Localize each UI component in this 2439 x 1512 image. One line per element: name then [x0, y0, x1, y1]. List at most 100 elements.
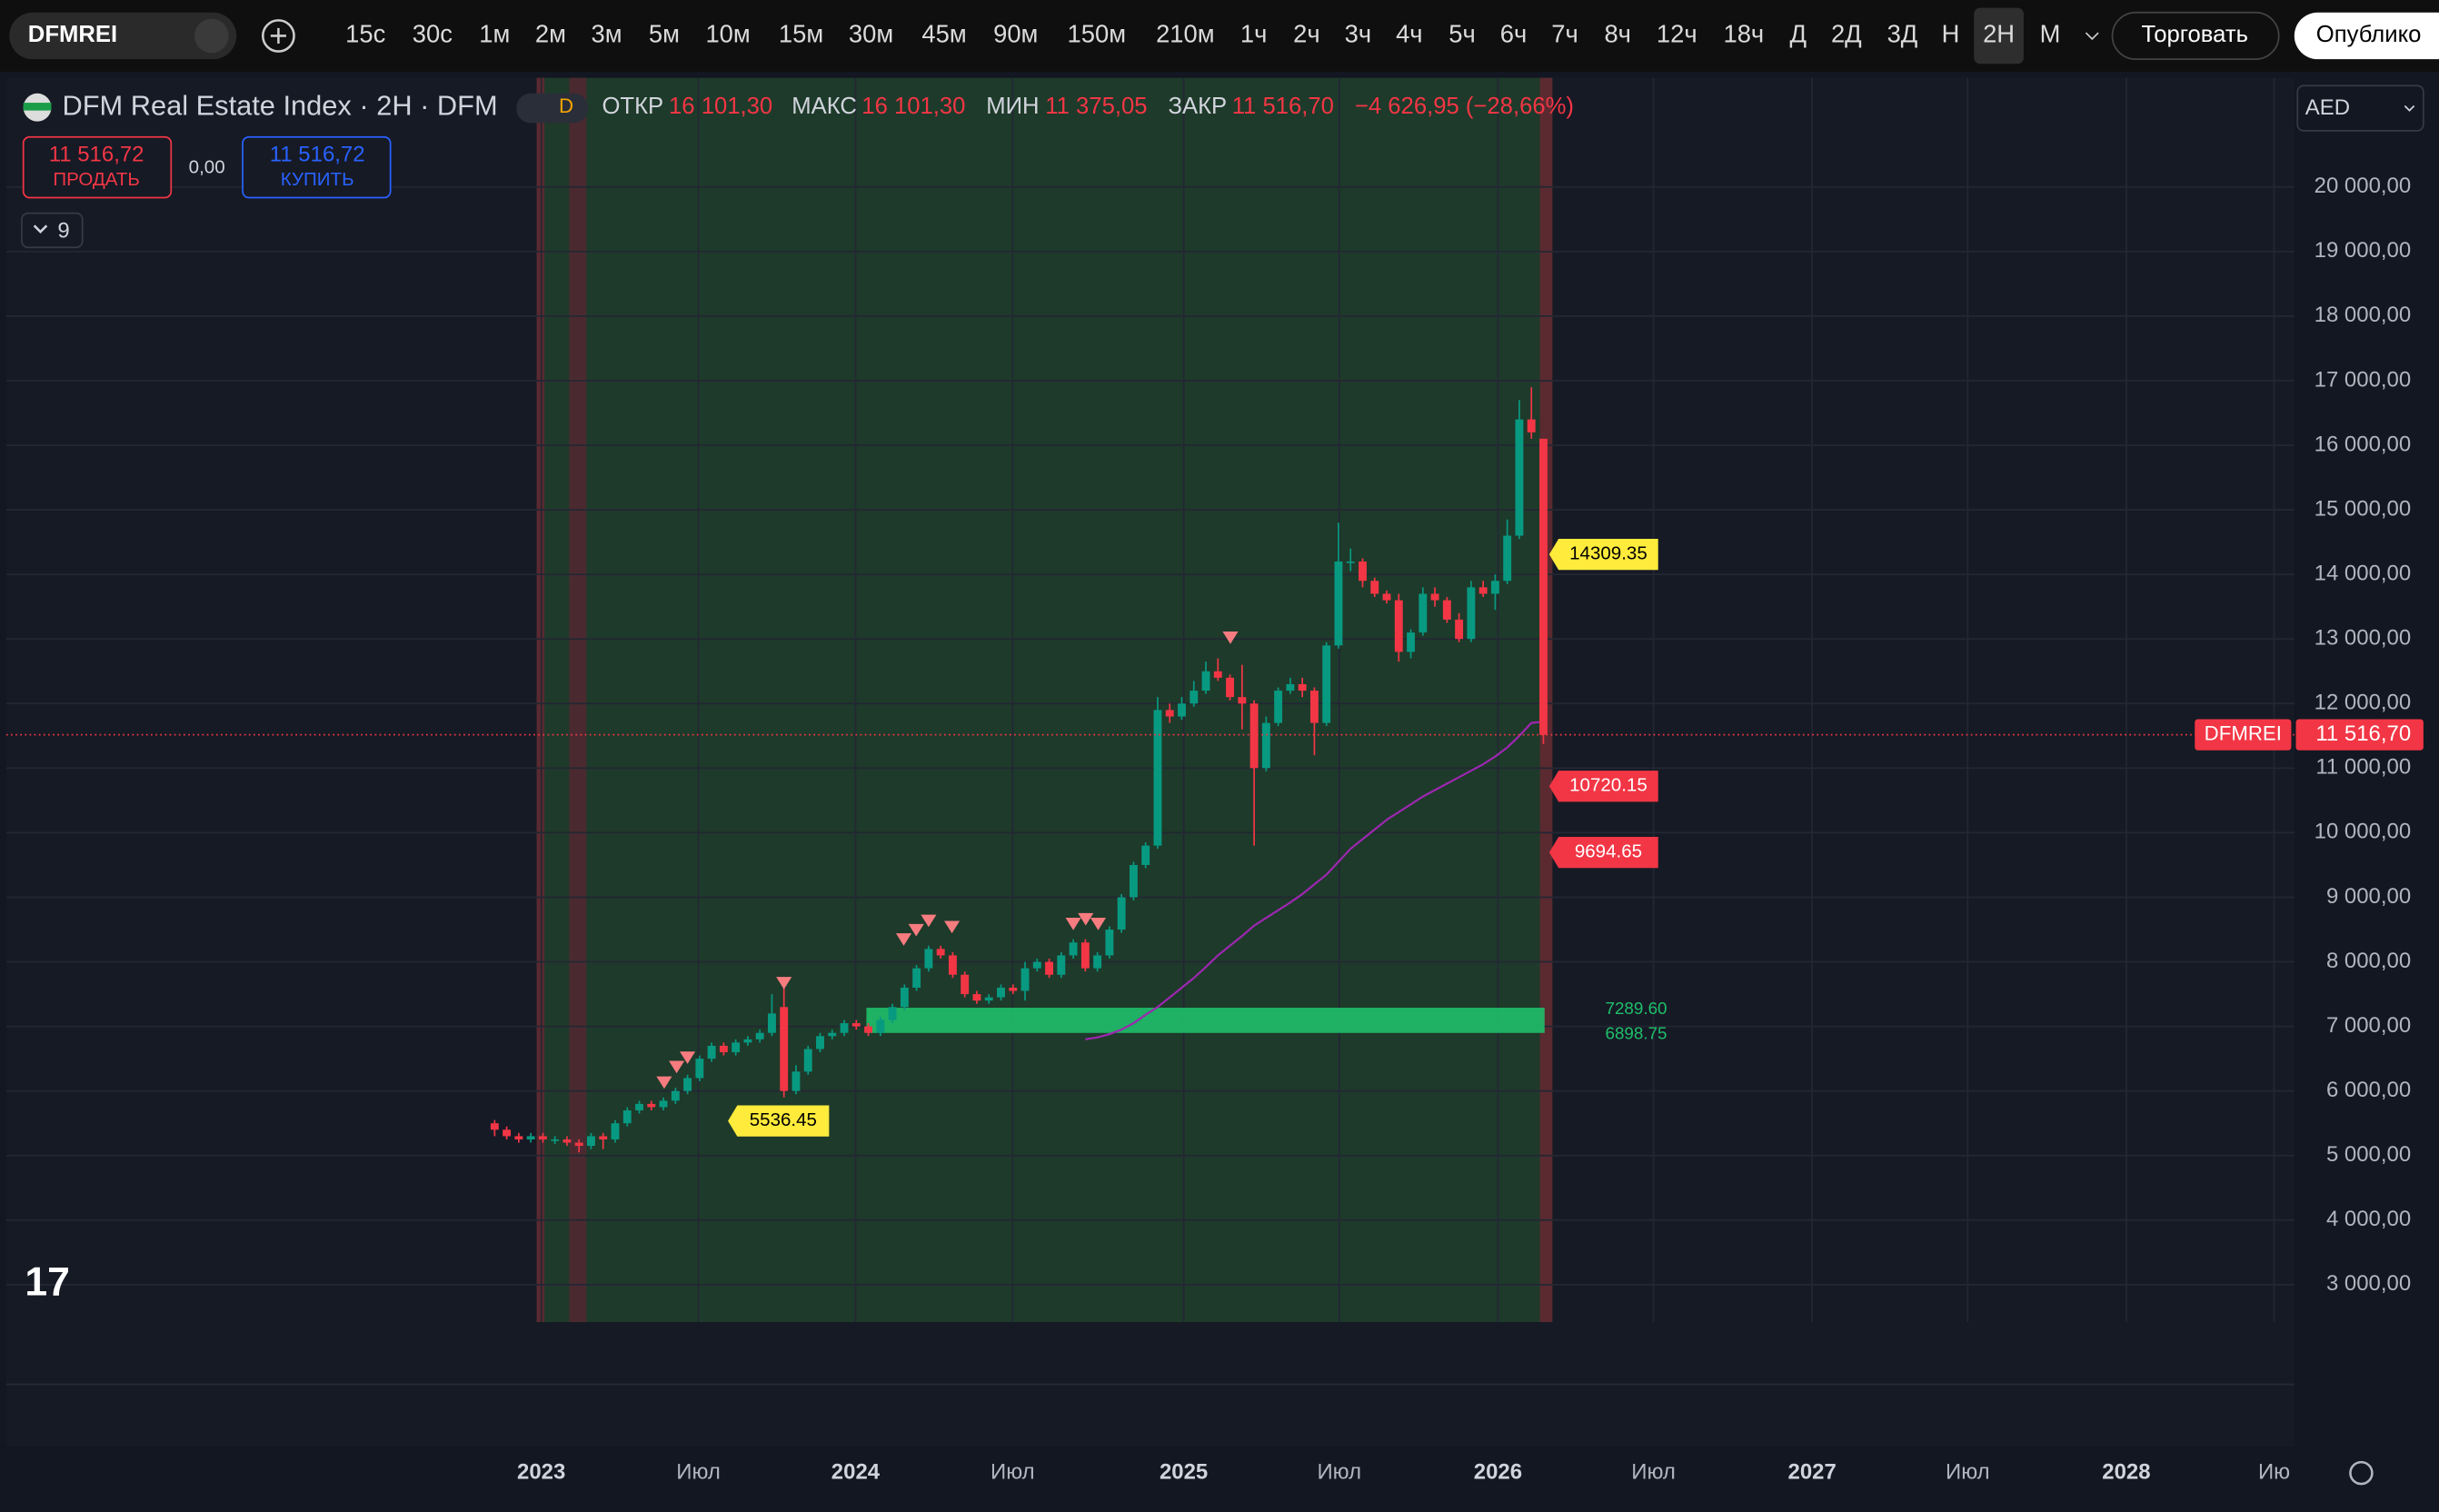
- settings-icon[interactable]: [2349, 1460, 2374, 1486]
- price-label: 5536.45: [750, 1109, 817, 1130]
- price-label-box: [1548, 539, 1658, 571]
- price-axis: [2295, 77, 2439, 1447]
- candle-body: [1093, 955, 1102, 969]
- interval-button[interactable]: 45м: [921, 20, 966, 48]
- x-tick-label: 2024: [831, 1459, 881, 1484]
- interval-button[interactable]: 12ч: [1657, 20, 1697, 48]
- buy-button[interactable]: [242, 135, 392, 199]
- interval-button[interactable]: 1м: [479, 20, 510, 48]
- candle-body: [1346, 561, 1355, 563]
- interval-button[interactable]: 15с: [345, 20, 385, 48]
- publish-button[interactable]: [2294, 12, 2439, 60]
- x-tick-label: 2028: [2102, 1459, 2150, 1484]
- candle-body: [1286, 683, 1295, 691]
- indicators-count: 9: [57, 218, 69, 243]
- change: −4 626,95 (−28,66%): [1355, 94, 1574, 119]
- candle-body: [659, 1100, 668, 1108]
- badge-label: D: [559, 94, 573, 117]
- interval-button[interactable]: 2Н: [1983, 20, 2015, 48]
- trade-button[interactable]: [2111, 11, 2280, 60]
- interval-button[interactable]: Н: [1942, 20, 1960, 48]
- candle-body: [1490, 581, 1499, 594]
- currency-select[interactable]: [2296, 85, 2424, 132]
- candle-body: [1165, 710, 1174, 717]
- symbol-search[interactable]: [9, 12, 237, 60]
- candle-body: [1141, 845, 1150, 865]
- interval-button[interactable]: 15м: [779, 20, 823, 48]
- interval-button[interactable]: 7ч: [1551, 20, 1578, 48]
- interval-button[interactable]: 150м: [1068, 20, 1127, 48]
- candle-body: [876, 1020, 885, 1033]
- candle-body: [972, 994, 981, 1001]
- x-tick-label: Июл: [1317, 1459, 1361, 1484]
- interval-button[interactable]: 10м: [705, 20, 750, 48]
- candle-body: [1129, 864, 1138, 898]
- candle-body: [622, 1109, 632, 1124]
- interval-button[interactable]: 90м: [993, 20, 1038, 48]
- interval-button[interactable]: 5ч: [1448, 20, 1476, 48]
- legend-field-value: 16 101,30: [861, 94, 965, 119]
- icon: [2085, 32, 2099, 41]
- session-shade: [536, 77, 545, 1323]
- interval-button[interactable]: 2Д: [1831, 20, 1862, 48]
- interval-button[interactable]: М: [2040, 20, 2061, 48]
- interval-button[interactable]: 210м: [1156, 20, 1215, 48]
- spread: 0,00: [189, 156, 225, 177]
- add-symbol[interactable]: [261, 19, 295, 53]
- candle-body: [1478, 587, 1488, 594]
- interval-button[interactable]: 3м: [592, 20, 622, 48]
- sell-label: ПРОДАТЬ: [53, 169, 140, 190]
- interval-button[interactable]: 3Д: [1887, 20, 1918, 48]
- interval-button[interactable]: 4ч: [1396, 20, 1423, 48]
- y-tick-label: 14 000,00: [2315, 561, 2412, 585]
- zone: [866, 1008, 1545, 1033]
- legend-title: DFM Real Estate Index · 2H · DFM: [62, 89, 497, 121]
- trade-label: Торговать: [2142, 22, 2248, 47]
- y-tick-label: 17 000,00: [2315, 367, 2412, 392]
- candle-body: [1527, 419, 1536, 433]
- candle-body: [997, 987, 1005, 998]
- y-tick-label: 5 000,00: [2326, 1142, 2411, 1167]
- x-tick-label: Июл: [676, 1459, 721, 1484]
- candle-body: [1057, 955, 1066, 975]
- interval-button[interactable]: Д: [1789, 20, 1807, 48]
- candle-body: [1359, 561, 1367, 582]
- marker: [776, 977, 792, 990]
- interval-button[interactable]: 2ч: [1293, 20, 1320, 48]
- sell-button[interactable]: [22, 135, 173, 199]
- y-tick-label: 7 000,00: [2326, 1013, 2411, 1038]
- x-tick-label: 2026: [1474, 1459, 1522, 1484]
- candle-body: [900, 987, 909, 1008]
- y-tick-label: 9 000,00: [2326, 884, 2411, 909]
- badge: [516, 93, 589, 124]
- last-price-tag: [2295, 719, 2424, 751]
- session-shade: [536, 77, 1553, 1323]
- candle-body: [1274, 691, 1283, 723]
- y-tick-label: 8 000,00: [2326, 949, 2411, 973]
- interval-button[interactable]: 30с: [413, 20, 453, 48]
- buy-price: 11 516,72: [270, 143, 365, 167]
- interval-button[interactable]: 5м: [649, 20, 680, 48]
- candle-body: [1322, 645, 1331, 723]
- candle-body: [611, 1123, 620, 1139]
- interval-button[interactable]: 30м: [849, 20, 893, 48]
- interval-button[interactable]: 18ч: [1723, 20, 1764, 48]
- y-tick-label: 11 000,00: [2315, 755, 2411, 780]
- symbol-tag: [2195, 719, 2292, 751]
- interval-button[interactable]: 2м: [535, 20, 566, 48]
- candle-body: [719, 1045, 728, 1053]
- interval-button[interactable]: 3ч: [1345, 20, 1372, 48]
- candle-body: [1178, 703, 1186, 717]
- symbol-tag-label: DFMREI: [2205, 722, 2282, 745]
- interval-button[interactable]: 8ч: [1604, 20, 1631, 48]
- interval-button[interactable]: 1ч: [1240, 20, 1268, 48]
- publish-label: Опублико: [2316, 22, 2422, 47]
- x-tick-label: Июл: [991, 1459, 1035, 1484]
- candle-body: [1201, 671, 1210, 691]
- candle-body: [924, 949, 933, 969]
- candle-body: [1045, 961, 1054, 975]
- x-tick-label: 2023: [517, 1459, 565, 1484]
- interval-button[interactable]: 6ч: [1500, 20, 1528, 48]
- indicators-toggle[interactable]: [21, 212, 84, 249]
- plot: 7289.60 6898.75 14309.35 10720.15 9694.65 553…: [5, 387, 2295, 1153]
